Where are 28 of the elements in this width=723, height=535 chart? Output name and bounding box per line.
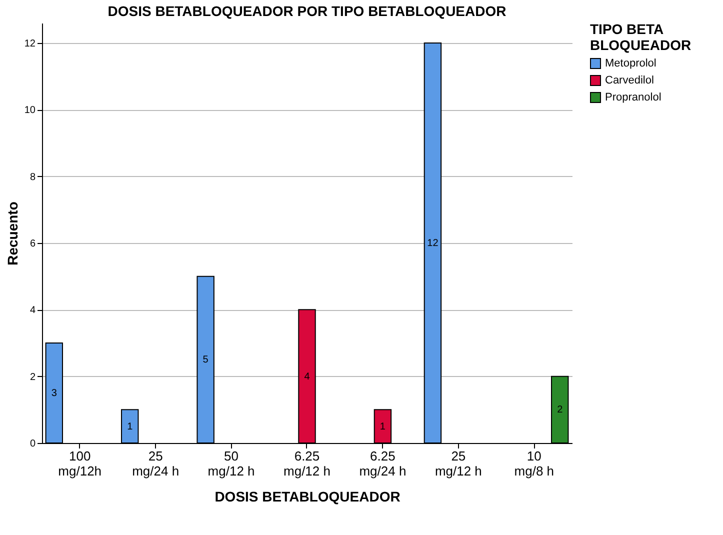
chart-title: DOSIS BETABLOQUEADOR POR TIPO BETABLOQUEADOR — [108, 3, 506, 19]
y-tick-label: 12 — [24, 38, 36, 50]
x-tick-label: 6.25 mg/12 h — [284, 448, 330, 478]
y-tick-label: 10 — [24, 105, 36, 116]
y-tick-label: 0 — [30, 438, 36, 450]
y-axis-title: Recuento — [4, 202, 20, 266]
data-label: 4 — [304, 371, 310, 382]
legend-title: TIPO BETA BLOQUEADOR — [590, 21, 692, 53]
data-label: 1 — [127, 421, 134, 432]
legend-label: Propranolol — [605, 92, 662, 104]
data-label: 2 — [557, 404, 564, 416]
y-tick-label: 4 — [30, 305, 36, 316]
x-axis-title: DOSIS BETABLOQUEADOR — [214, 488, 400, 504]
data-label: 12 — [427, 238, 439, 249]
data-label: 3 — [51, 388, 58, 399]
y-tick-label: 2 — [30, 372, 36, 383]
legend-label: Metoprolol — [605, 58, 656, 70]
x-tick-label: 25 mg/12 h — [434, 448, 482, 478]
x-tick-label: 10 mg/8 h — [514, 448, 554, 478]
y-tick-label: 6 — [30, 238, 36, 250]
y-tick-label: 8 — [30, 172, 36, 183]
x-tick-label: 6.25 mg/24 h — [359, 448, 406, 478]
x-tick-label: 50 mg/12 h — [208, 448, 255, 478]
x-tick-label: 100 mg/12h — [58, 448, 102, 478]
legend-label: Carvedilol — [605, 74, 654, 86]
data-label: 1 — [380, 421, 386, 432]
x-tick-label: 25 mg/24 h — [132, 448, 180, 478]
data-label: 5 — [202, 354, 209, 366]
